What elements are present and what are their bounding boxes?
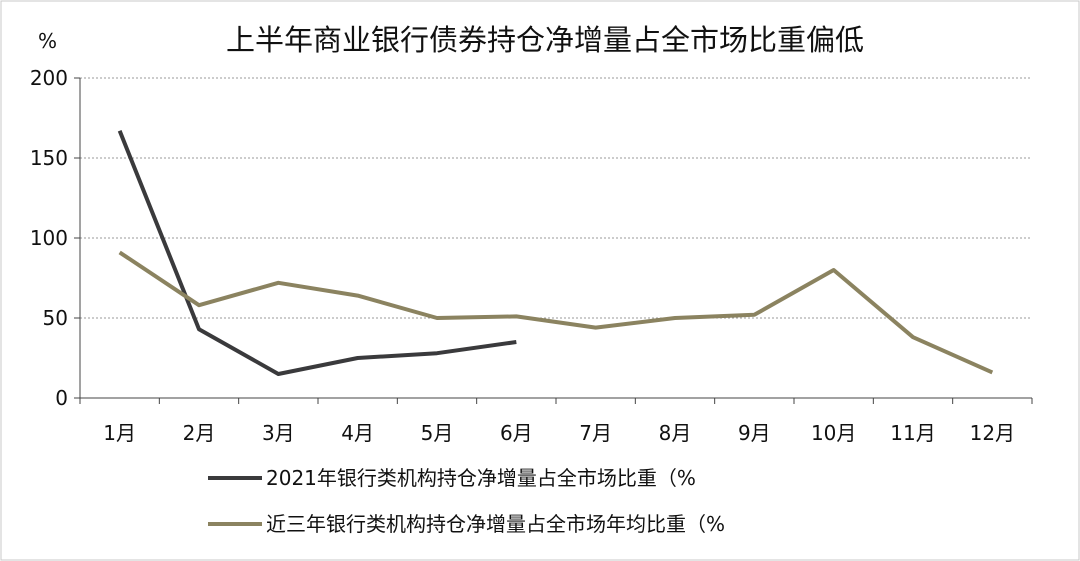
y-tick-label: 200 bbox=[30, 66, 68, 90]
y-tick-label: 50 bbox=[43, 306, 68, 330]
x-tick-label: 9月 bbox=[738, 421, 771, 445]
x-tick-label: 1月 bbox=[103, 421, 136, 445]
series-line-1 bbox=[118, 250, 994, 375]
chart-title: 上半年商业银行债券持仓净增量占全市场比重偏低 bbox=[226, 23, 864, 57]
y-tick-label: 100 bbox=[30, 226, 68, 250]
x-tick-label: 11月 bbox=[890, 421, 935, 445]
x-tick-label: 7月 bbox=[579, 421, 612, 445]
x-tick-label: 6月 bbox=[500, 421, 533, 445]
x-tick-label: 5月 bbox=[421, 421, 454, 445]
y-tick-label: 0 bbox=[55, 386, 68, 410]
x-tick-label: 4月 bbox=[341, 421, 374, 445]
series-layer bbox=[117, 130, 994, 376]
legend: 2021年银行类机构持仓净增量占全市场比重（% 近三年银行类机构持仓净增量占全市场… bbox=[208, 466, 725, 536]
axis-layer: 0 50 100 150 200 1月 2月 3月 4月 5月 6月 7月 8月 9月 10月 11月 12月 bbox=[30, 66, 1033, 445]
x-tick-label: 8月 bbox=[659, 421, 692, 445]
unit-label: % bbox=[38, 29, 57, 53]
y-tick-label: 150 bbox=[30, 146, 68, 170]
legend-label-0: 2021年银行类机构持仓净增量占全市场比重（% bbox=[266, 466, 696, 490]
x-tick-label: 3月 bbox=[262, 421, 295, 445]
x-tick-label: 2月 bbox=[183, 421, 216, 445]
x-tick-label: 10月 bbox=[811, 421, 856, 445]
x-tick-label: 12月 bbox=[970, 421, 1015, 445]
grid-layer bbox=[80, 77, 1032, 319]
legend-label-1: 近三年银行类机构持仓净增量占全市场年均比重（% bbox=[266, 512, 725, 536]
